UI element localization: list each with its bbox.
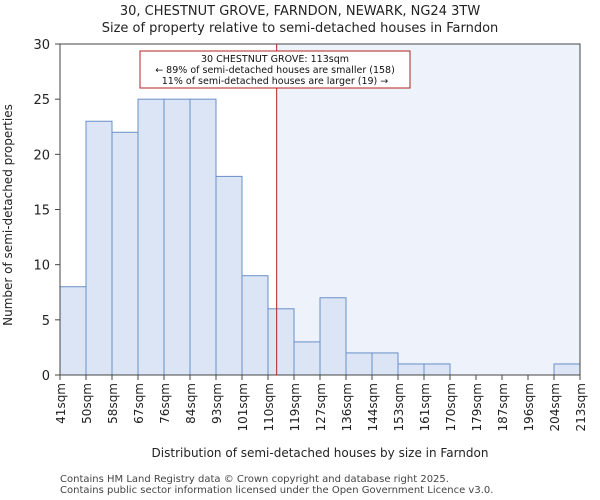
x-tick-label: 93sqm (210, 383, 224, 424)
x-tick-label: 153sqm (392, 383, 406, 431)
x-tick-label: 119sqm (288, 383, 302, 431)
x-tick-label: 170sqm (444, 383, 458, 431)
footer-licence: Contains public sector information licen… (60, 485, 494, 496)
bar (397, 363, 425, 376)
y-tick-label: 15 (33, 204, 50, 219)
x-tick-label: 161sqm (418, 383, 432, 431)
bar (163, 98, 191, 376)
x-tick-label: 179sqm (470, 383, 484, 431)
y-tick-label: 30 (33, 38, 50, 53)
bar (215, 175, 243, 376)
bar (85, 120, 113, 376)
x-axis-label: Distribution of semi-detached houses by … (152, 446, 489, 460)
y-tick-label: 25 (33, 93, 50, 108)
x-tick-label: 110sqm (262, 383, 276, 431)
annotation-line-1: 30 CHESTNUT GROVE: 113sqm (201, 54, 349, 65)
x-tick-label: 144sqm (366, 383, 380, 431)
x-tick-label: 58sqm (106, 383, 120, 424)
x-tick-label: 50sqm (80, 383, 94, 424)
chart-title: 30, CHESTNUT GROVE, FARNDON, NEWARK, NG2… (119, 4, 481, 19)
footer-copyright: Contains HM Land Registry data © Crown c… (60, 474, 449, 485)
x-tick-label: 213sqm (574, 383, 588, 431)
bar (241, 275, 269, 376)
chart-subtitle: Size of property relative to semi-detach… (101, 21, 499, 36)
x-tick-label: 127sqm (314, 383, 328, 431)
bar (189, 98, 217, 376)
y-tick-label: 0 (42, 369, 50, 384)
bar (137, 98, 165, 376)
bar (267, 308, 295, 376)
bar (111, 131, 139, 376)
x-tick-label: 76sqm (158, 383, 172, 424)
x-tick-label: 196sqm (522, 383, 536, 431)
bar (319, 297, 347, 376)
y-axis-label: Number of semi-detached properties (1, 104, 15, 326)
x-tick-label: 187sqm (496, 383, 510, 431)
x-tick-label: 67sqm (132, 383, 146, 424)
bar (423, 363, 451, 376)
y-tick-label: 10 (33, 259, 50, 274)
y-tick-label: 20 (33, 148, 50, 163)
y-tick-label: 5 (42, 314, 50, 329)
annotation-line-3: 11% of semi-detached houses are larger (… (162, 76, 389, 87)
annotation-line-2: ← 89% of semi-detached houses are smalle… (155, 65, 395, 76)
x-tick-label: 41sqm (54, 383, 68, 424)
x-tick-label: 84sqm (184, 383, 198, 424)
x-tick-label: 204sqm (548, 383, 562, 431)
x-tick-label: 136sqm (340, 383, 354, 431)
bar (553, 363, 581, 376)
annotation-box (139, 50, 411, 89)
x-tick-label: 101sqm (236, 383, 250, 431)
bar (293, 341, 321, 376)
bar (371, 352, 399, 376)
bar (59, 286, 87, 376)
bar (345, 352, 373, 376)
